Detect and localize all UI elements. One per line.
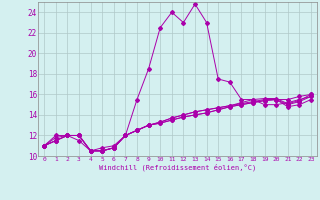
X-axis label: Windchill (Refroidissement éolien,°C): Windchill (Refroidissement éolien,°C) (99, 164, 256, 171)
